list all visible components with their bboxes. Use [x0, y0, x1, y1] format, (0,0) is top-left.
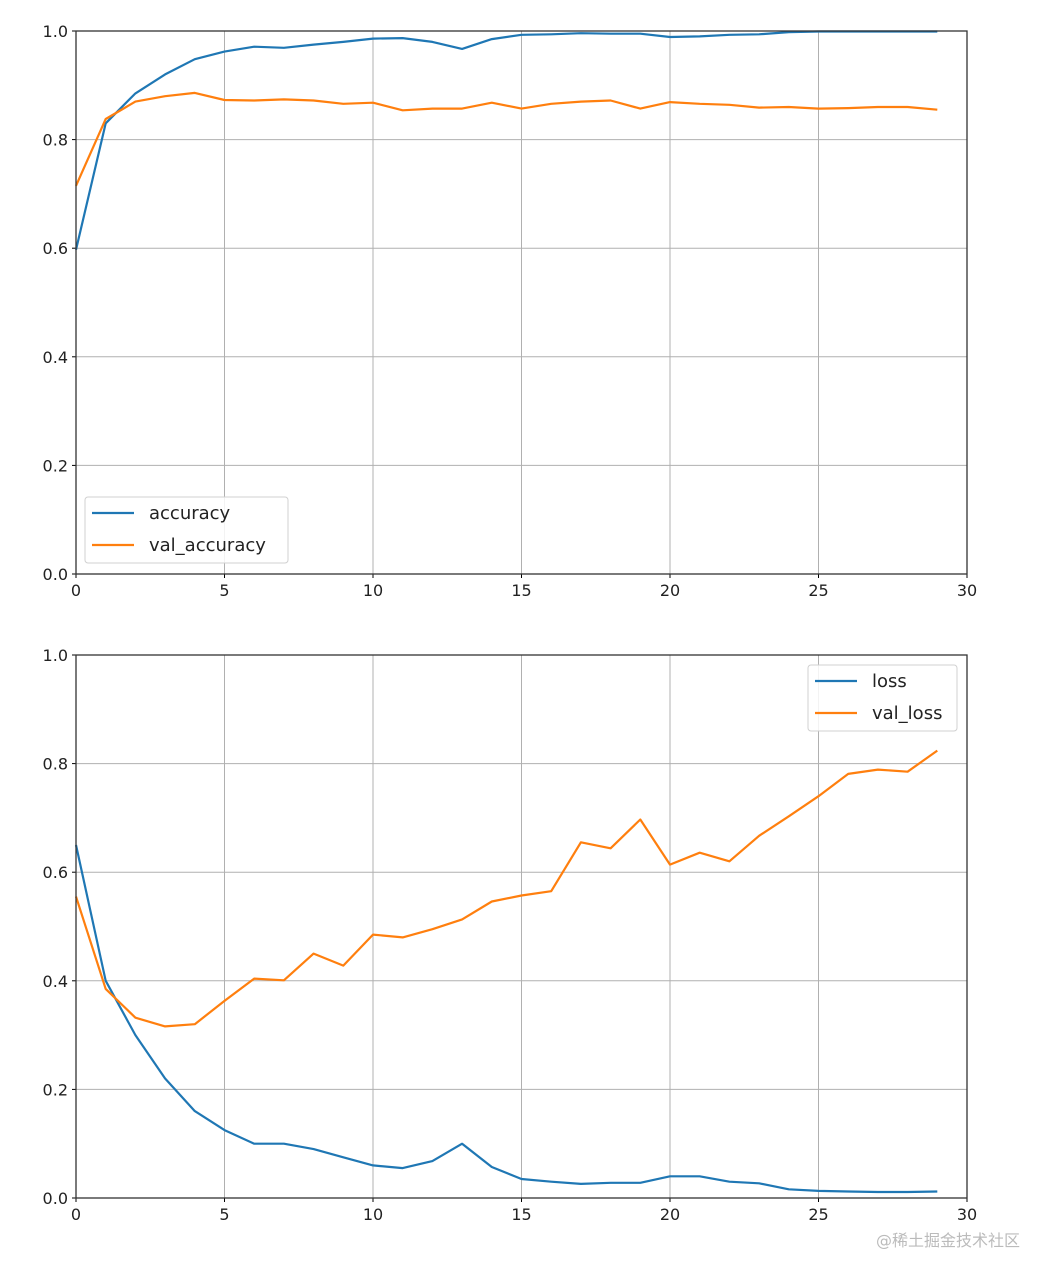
x-tick-label: 25	[808, 1205, 828, 1224]
series-line-accuracy	[74, 30, 938, 251]
x-tick-label: 0	[71, 1205, 81, 1224]
y-tick-label: 0.0	[43, 565, 68, 584]
x-tick-label: 15	[511, 1205, 531, 1224]
y-tick-label: 0.6	[43, 863, 68, 882]
legend: accuracy val_accuracy	[84, 496, 289, 564]
legend: loss val_loss	[807, 664, 958, 732]
chart-0: 0 5 10 15 20 25 30 0.0 0.2 0.4 0.6 0.8 1.0 accuracy va…	[43, 22, 978, 600]
legend-box	[84, 496, 289, 564]
x-tick-label: 30	[957, 1205, 977, 1224]
series-line-loss	[74, 844, 938, 1194]
legend-label: loss	[872, 671, 907, 692]
legend-label: val_loss	[872, 703, 942, 724]
legend-label: accuracy	[149, 503, 231, 524]
x-tick-label: 20	[660, 1205, 680, 1224]
y-tick-label: 0.2	[43, 1080, 68, 1099]
y-tick-label: 0.4	[43, 348, 68, 367]
watermark: @稀土掘金技术社区	[875, 1231, 1020, 1250]
series-line-val-loss	[74, 749, 938, 1028]
x-tick-label: 5	[219, 581, 229, 600]
x-tick-label: 10	[363, 581, 383, 600]
y-tick-label: 0.4	[43, 972, 68, 991]
x-tick-label: 25	[808, 581, 828, 600]
legend-label: val_accuracy	[149, 535, 266, 556]
series-line-val-accuracy	[74, 91, 938, 187]
x-tick-label: 15	[511, 581, 531, 600]
y-tick-label: 1.0	[43, 646, 68, 665]
y-tick-label: 0.8	[43, 755, 68, 774]
x-tick-label: 20	[660, 581, 680, 600]
y-tick-label: 1.0	[43, 22, 68, 41]
plot-frame	[75, 654, 968, 1199]
y-tick-label: 0.0	[43, 1189, 68, 1208]
y-tick-label: 0.6	[43, 239, 68, 258]
y-tick-label: 0.2	[43, 456, 68, 475]
plot-frame	[75, 30, 968, 575]
x-tick-label: 30	[957, 581, 977, 600]
x-tick-label: 10	[363, 1205, 383, 1224]
x-tick-label: 5	[219, 1205, 229, 1224]
chart-1: 0 5 10 15 20 25 30 0.0 0.2 0.4 0.6 0.8 1.0 loss val_lo…	[43, 646, 978, 1224]
x-tick-label: 0	[71, 581, 81, 600]
y-tick-label: 0.8	[43, 131, 68, 150]
